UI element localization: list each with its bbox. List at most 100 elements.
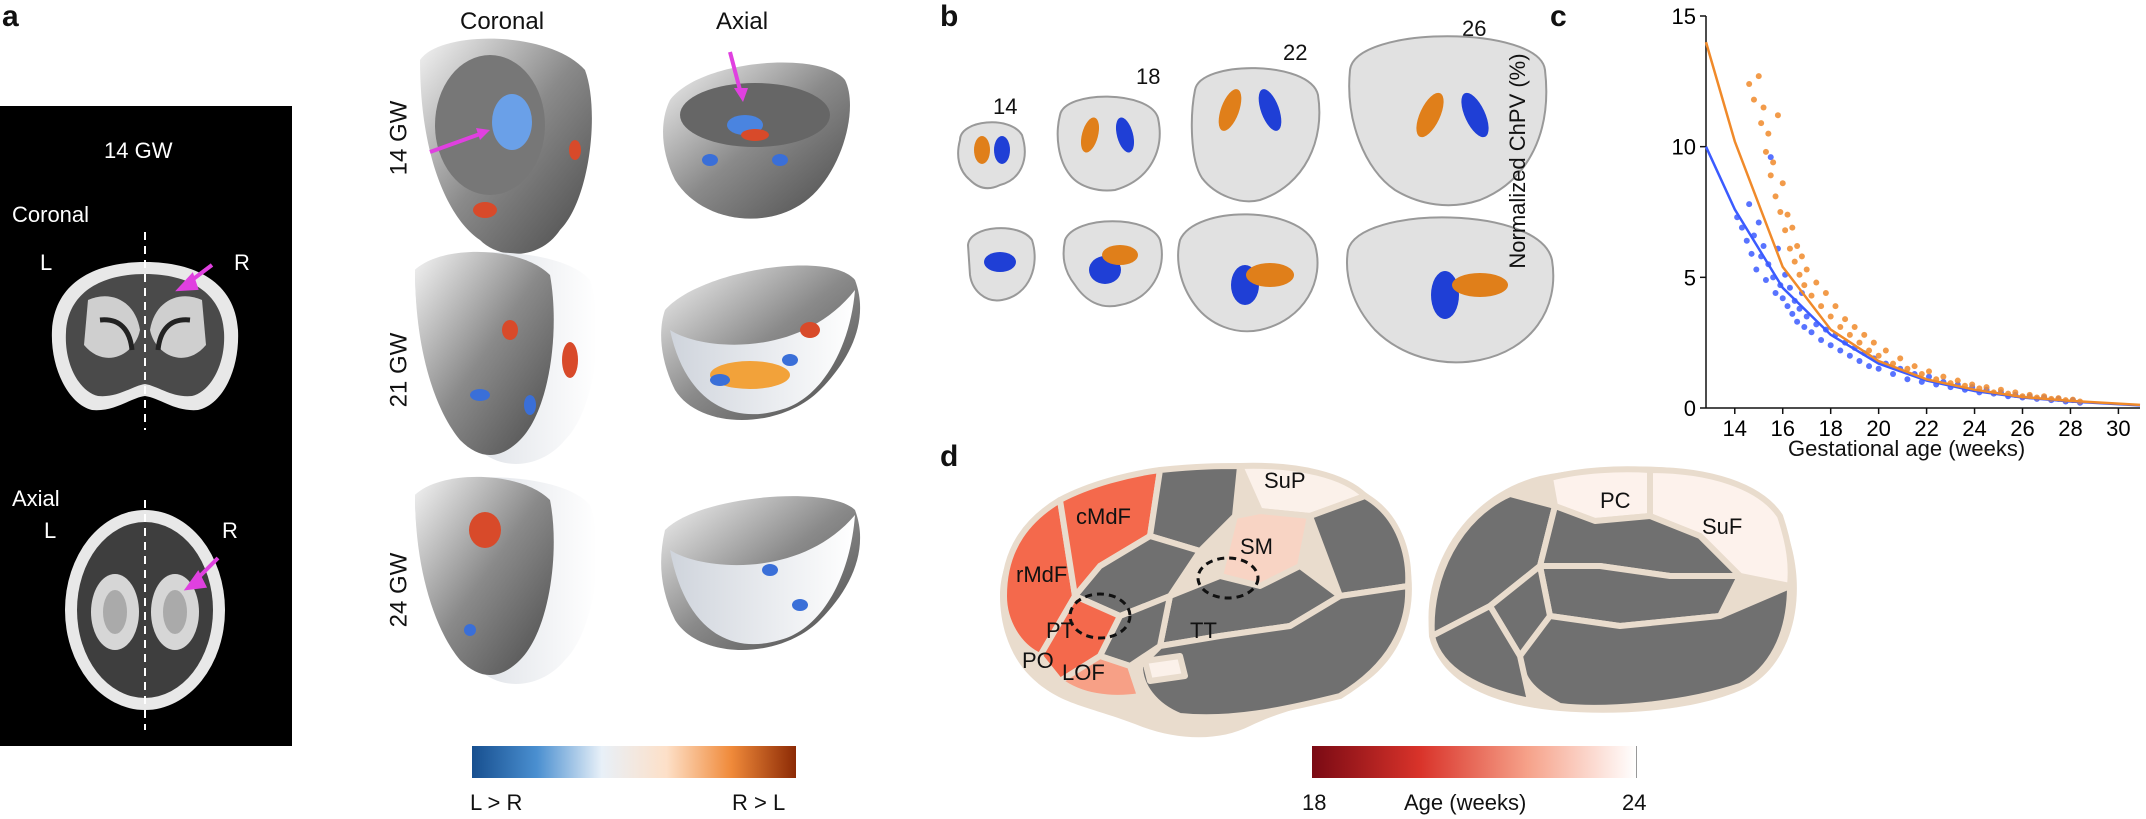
mri-title: 14 GW: [104, 138, 173, 163]
region-label-suf: SuF: [1702, 514, 1743, 539]
render-14gw-axial: [663, 51, 850, 219]
fit-curve-series-1: [1704, 41, 2141, 407]
data-point-series-1: [1782, 227, 1789, 234]
region-label-cmdf: cMdF: [1076, 504, 1131, 529]
data-point-series-1: [1837, 323, 1844, 330]
data-point-series-1: [1803, 266, 1810, 273]
data-point-series-1: [1861, 331, 1868, 338]
region-label-pc: PC: [1600, 488, 1631, 513]
mri-axial-label: Axial: [12, 486, 60, 511]
data-point-series-1: [1818, 303, 1825, 310]
y-tick-label: 5: [1684, 265, 1696, 290]
panel-d-letter: d: [940, 440, 959, 473]
data-point-series-0: [1786, 284, 1793, 291]
data-point-series-1: [1897, 355, 1904, 362]
data-point-series-0: [1743, 237, 1750, 244]
age-label-18: 18: [1136, 64, 1161, 89]
data-point-series-1: [1827, 313, 1834, 320]
data-point-series-0: [1794, 318, 1801, 325]
mri-coronal-label: Coronal: [12, 202, 90, 227]
data-point-series-1: [1772, 193, 1779, 200]
choroid-plexus-renders-26: [1346, 35, 1555, 364]
data-point-series-1: [2012, 389, 2019, 396]
age-label-14: 14: [993, 94, 1018, 119]
asymmetry-colorbar: [472, 746, 796, 778]
mri-coronal-right-label: R: [234, 250, 250, 275]
data-point-series-0: [1890, 371, 1897, 378]
data-point-series-1: [1940, 373, 1947, 380]
mri-axial-right-label: R: [222, 518, 238, 543]
region-label-sm: SM: [1240, 534, 1273, 559]
mri-coronal-left-label: L: [40, 250, 53, 275]
data-point-series-0: [1837, 347, 1844, 354]
data-point-series-1: [1760, 104, 1767, 111]
colorbar-right-label: R > L: [732, 790, 786, 815]
render-24gw-axial: [661, 496, 861, 650]
x-tick-label: 20: [1866, 416, 1890, 441]
data-point-series-1: [1866, 347, 1873, 354]
data-point-series-1: [1954, 377, 1961, 384]
data-point-series-1: [1983, 384, 1990, 391]
data-point-series-0: [1856, 357, 1863, 364]
data-point-series-1: [1870, 339, 1877, 346]
data-point-series-1: [1767, 172, 1774, 179]
region-label-pt: PT: [1046, 618, 1075, 643]
mri-slices-drawing: [51, 232, 239, 730]
x-tick-label: 24: [1962, 416, 1986, 441]
asymmetry-3d-renders: [415, 38, 861, 684]
data-point-series-1: [1808, 292, 1815, 299]
region-label-po: PO: [1022, 648, 1054, 673]
data-point-series-0: [1789, 310, 1796, 317]
data-point-series-1: [1846, 331, 1853, 338]
data-point-series-0: [1827, 342, 1834, 349]
data-point-series-1: [1875, 352, 1882, 359]
arrow-axial: [183, 556, 220, 591]
x-tick-label: 18: [1818, 416, 1842, 441]
age-colorbar-min: 18: [1302, 790, 1327, 815]
choroid-plexus-renders: [957, 67, 1321, 333]
data-point-series-1: [1758, 120, 1765, 127]
data-point-series-1: [1969, 381, 1976, 388]
data-point-series-0: [1801, 323, 1808, 330]
x-tick-label: 30: [2106, 416, 2130, 441]
age-colorbar-label: Age (weeks): [1404, 790, 1527, 815]
data-point-series-0: [1748, 250, 1755, 257]
data-point-series-1: [1798, 253, 1805, 260]
col-header-axial: Axial: [716, 8, 769, 35]
panel-a-letter: a: [2, 0, 19, 33]
data-point-series-0: [1738, 224, 1745, 231]
data-point-series-1: [1779, 180, 1786, 187]
data-point-series-1: [1911, 363, 1918, 370]
data-point-series-0: [1753, 266, 1760, 273]
cortical-maps: [1000, 462, 1797, 738]
data-point-series-0: [1818, 337, 1825, 344]
data-point-series-0: [1866, 363, 1873, 370]
axial-slice: [65, 510, 225, 710]
age-colorbar-max: 24: [1622, 790, 1647, 815]
data-point-series-0: [1846, 352, 1853, 359]
render-24gw-coronal: [415, 476, 597, 684]
region-label-sup: SuP: [1264, 468, 1306, 493]
data-point-series-1: [1770, 159, 1777, 166]
x-tick-label: 26: [2010, 416, 2034, 441]
y-tick-label: 0: [1684, 396, 1696, 421]
medial-view: [1428, 466, 1797, 713]
colorbar-left-label: L > R: [470, 790, 523, 815]
panel-c-letter: c: [1550, 0, 1567, 33]
data-point-series-0: [1808, 329, 1815, 336]
age-colorbar: [1312, 746, 1637, 778]
data-point-series-1: [1842, 316, 1849, 323]
x-tick-label: 28: [2058, 416, 2082, 441]
data-point-series-0: [1760, 242, 1767, 249]
region-label-lof: LOF: [1062, 660, 1105, 685]
x-tick-label: 16: [1770, 416, 1794, 441]
render-21gw-axial: [661, 265, 861, 420]
data-point-series-1: [1746, 80, 1753, 87]
render-14gw-coronal: [420, 38, 592, 254]
data-point-series-1: [1822, 290, 1829, 297]
data-point-series-1: [1813, 279, 1820, 286]
data-point-series-0: [1875, 365, 1882, 372]
data-point-series-1: [1851, 323, 1858, 330]
y-tick-label: 15: [1672, 4, 1696, 29]
brain-22-front: [1190, 67, 1321, 203]
